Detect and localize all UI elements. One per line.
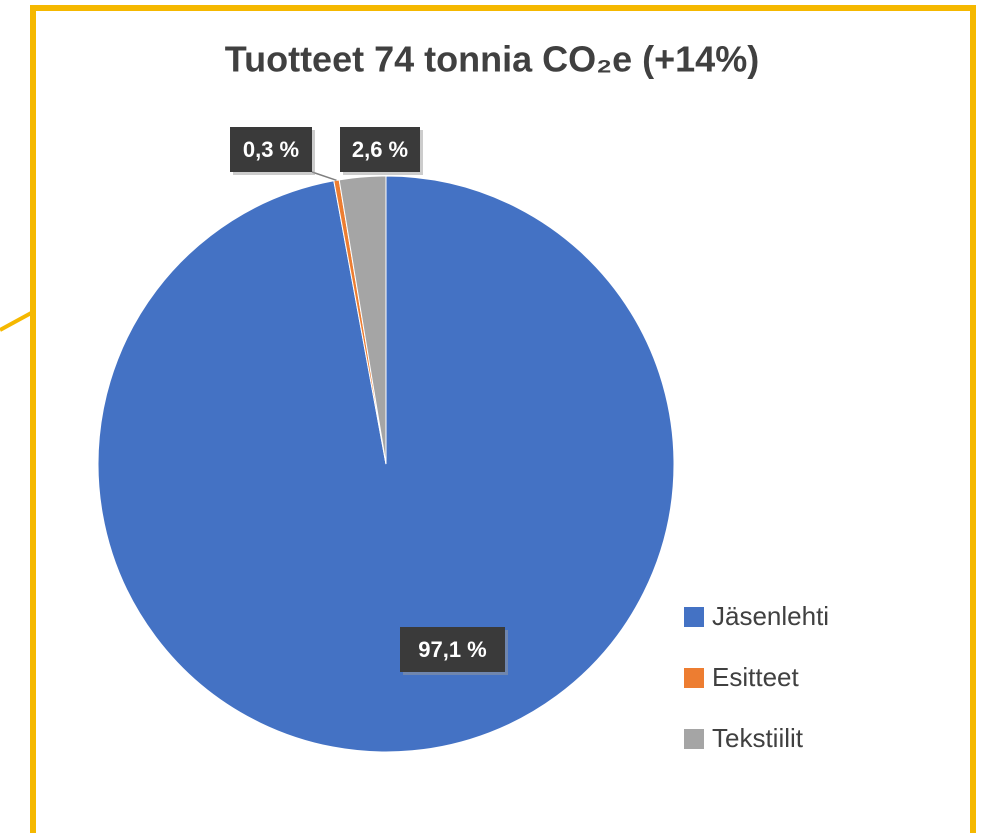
data-label: 2,6 % bbox=[352, 137, 408, 162]
legend-swatch bbox=[684, 729, 704, 749]
data-label: 0,3 % bbox=[243, 137, 299, 162]
data-label-box bbox=[340, 127, 420, 172]
legend-label: Jäsenlehti bbox=[712, 601, 829, 631]
data-label-box bbox=[230, 127, 312, 172]
chart-title: Tuotteet 74 tonnia CO₂e (+14%) bbox=[225, 39, 759, 80]
legend-swatch bbox=[684, 668, 704, 688]
connector-line bbox=[0, 310, 34, 332]
data-label-box bbox=[400, 627, 505, 672]
legend-label: Esitteet bbox=[712, 662, 799, 692]
data-label: 97,1 % bbox=[418, 637, 487, 662]
leader-line bbox=[311, 171, 337, 181]
legend-swatch bbox=[684, 607, 704, 627]
legend-label: Tekstiilit bbox=[712, 723, 804, 753]
pie-slice bbox=[338, 175, 387, 465]
